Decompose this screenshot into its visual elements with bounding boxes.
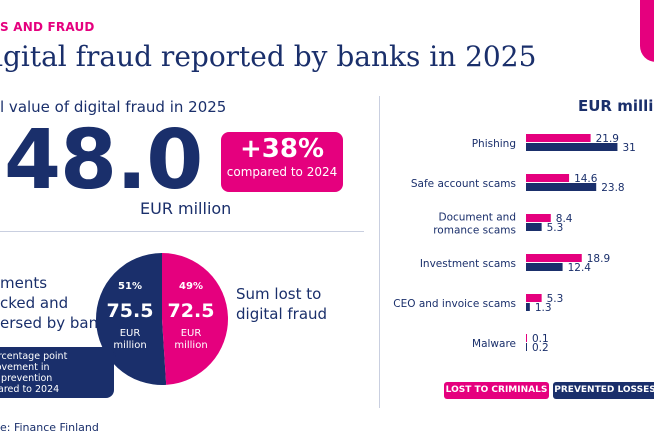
prevented-label-line: ersed by banks — [0, 314, 115, 332]
pie-slice-lost — [162, 253, 229, 385]
prevented-label-line: ments — [0, 274, 48, 292]
bar-value-label: 14.6 — [574, 173, 598, 185]
bar-value-label: 0.1 — [532, 333, 549, 345]
bar — [526, 334, 527, 342]
lost-label-line: digital fraud — [236, 305, 328, 323]
total-value: 48.0 — [4, 113, 203, 208]
total-unit: EUR million — [140, 199, 232, 218]
bar-value-label: 8.4 — [556, 213, 573, 225]
prevented-unit-1: EUR — [120, 328, 141, 339]
callout-line: rovement in — [0, 362, 50, 373]
category-label: Phishing — [472, 138, 516, 150]
bar-value-label: 1.3 — [535, 302, 552, 314]
prevented-label-line: cked and — [0, 294, 69, 312]
bar — [526, 343, 527, 351]
lost-unit-2: million — [174, 340, 207, 351]
total-subtitle: l value of digital fraud in 2025 — [0, 98, 227, 116]
improvement-callout: ercentage point rovement in d prevention… — [0, 347, 114, 398]
category-label: CEO and invoice scams — [393, 298, 516, 310]
change-note: compared to 2024 — [226, 164, 338, 179]
source-note: e: Finance Finland — [0, 421, 99, 434]
prevented-label: ments cked and ersed by banks — [0, 273, 115, 333]
lost-pct: 49% — [179, 281, 203, 292]
corner-accent — [640, 0, 654, 62]
callout-line: pared to 2024 — [0, 384, 60, 395]
bar — [526, 263, 563, 271]
prevented-pct: 51% — [118, 281, 142, 292]
bar-value-label: 21.9 — [596, 133, 619, 145]
bar-value-label: 12.4 — [568, 262, 592, 274]
prevented-value: 75.5 — [107, 300, 154, 322]
bar — [526, 214, 551, 222]
bar-value-label: 23.8 — [601, 182, 624, 194]
section-divider — [0, 231, 364, 232]
lost-label-line: Sum lost to — [236, 285, 322, 303]
bar-chart: Phishing 21.931 Safe account scams 14.623.8… — [393, 133, 636, 354]
change-value: +38% — [239, 134, 325, 164]
bar-value-label: 5.3 — [547, 222, 564, 234]
legend-prevented-losses: PREVENTED LOSSES — [553, 382, 654, 399]
category-label: Safe account scams — [411, 178, 516, 190]
lost-value: 72.5 — [168, 300, 215, 322]
bar — [526, 303, 530, 311]
bar-value-label: 5.3 — [547, 293, 564, 305]
pie-chart: 51% 75.5 EUR million 49% 72.5 EUR millio… — [96, 253, 229, 385]
bar — [526, 134, 591, 142]
category-label: romance scams — [433, 225, 516, 237]
chart-title: EUR millio — [578, 97, 654, 115]
category-label: Document and — [439, 212, 517, 224]
bar — [526, 223, 542, 231]
bar — [526, 183, 597, 191]
category-label: Malware — [472, 338, 516, 350]
bar — [526, 174, 570, 182]
callout-line: d prevention — [0, 373, 53, 384]
legend-lost-to-criminals: LOST TO CRIMINALS — [444, 382, 549, 399]
lost-unit-1: EUR — [181, 328, 202, 339]
bar — [526, 294, 542, 302]
bar — [526, 143, 618, 151]
bar — [526, 254, 582, 262]
bar-value-label: 18.9 — [587, 253, 610, 265]
column-divider — [379, 96, 380, 408]
bar-value-label: 0.2 — [532, 342, 549, 354]
category-label: Investment scams — [420, 258, 516, 270]
page-title: igital fraud reported by banks in 2025 — [0, 40, 537, 73]
callout-line: ercentage point — [0, 351, 68, 362]
bar-value-label: 31 — [622, 142, 635, 154]
prevented-unit-2: million — [113, 340, 146, 351]
change-badge: +38% compared to 2024 — [221, 132, 343, 192]
category-label: S AND FRAUD — [0, 20, 95, 34]
lost-label: Sum lost to digital fraud — [236, 284, 327, 324]
